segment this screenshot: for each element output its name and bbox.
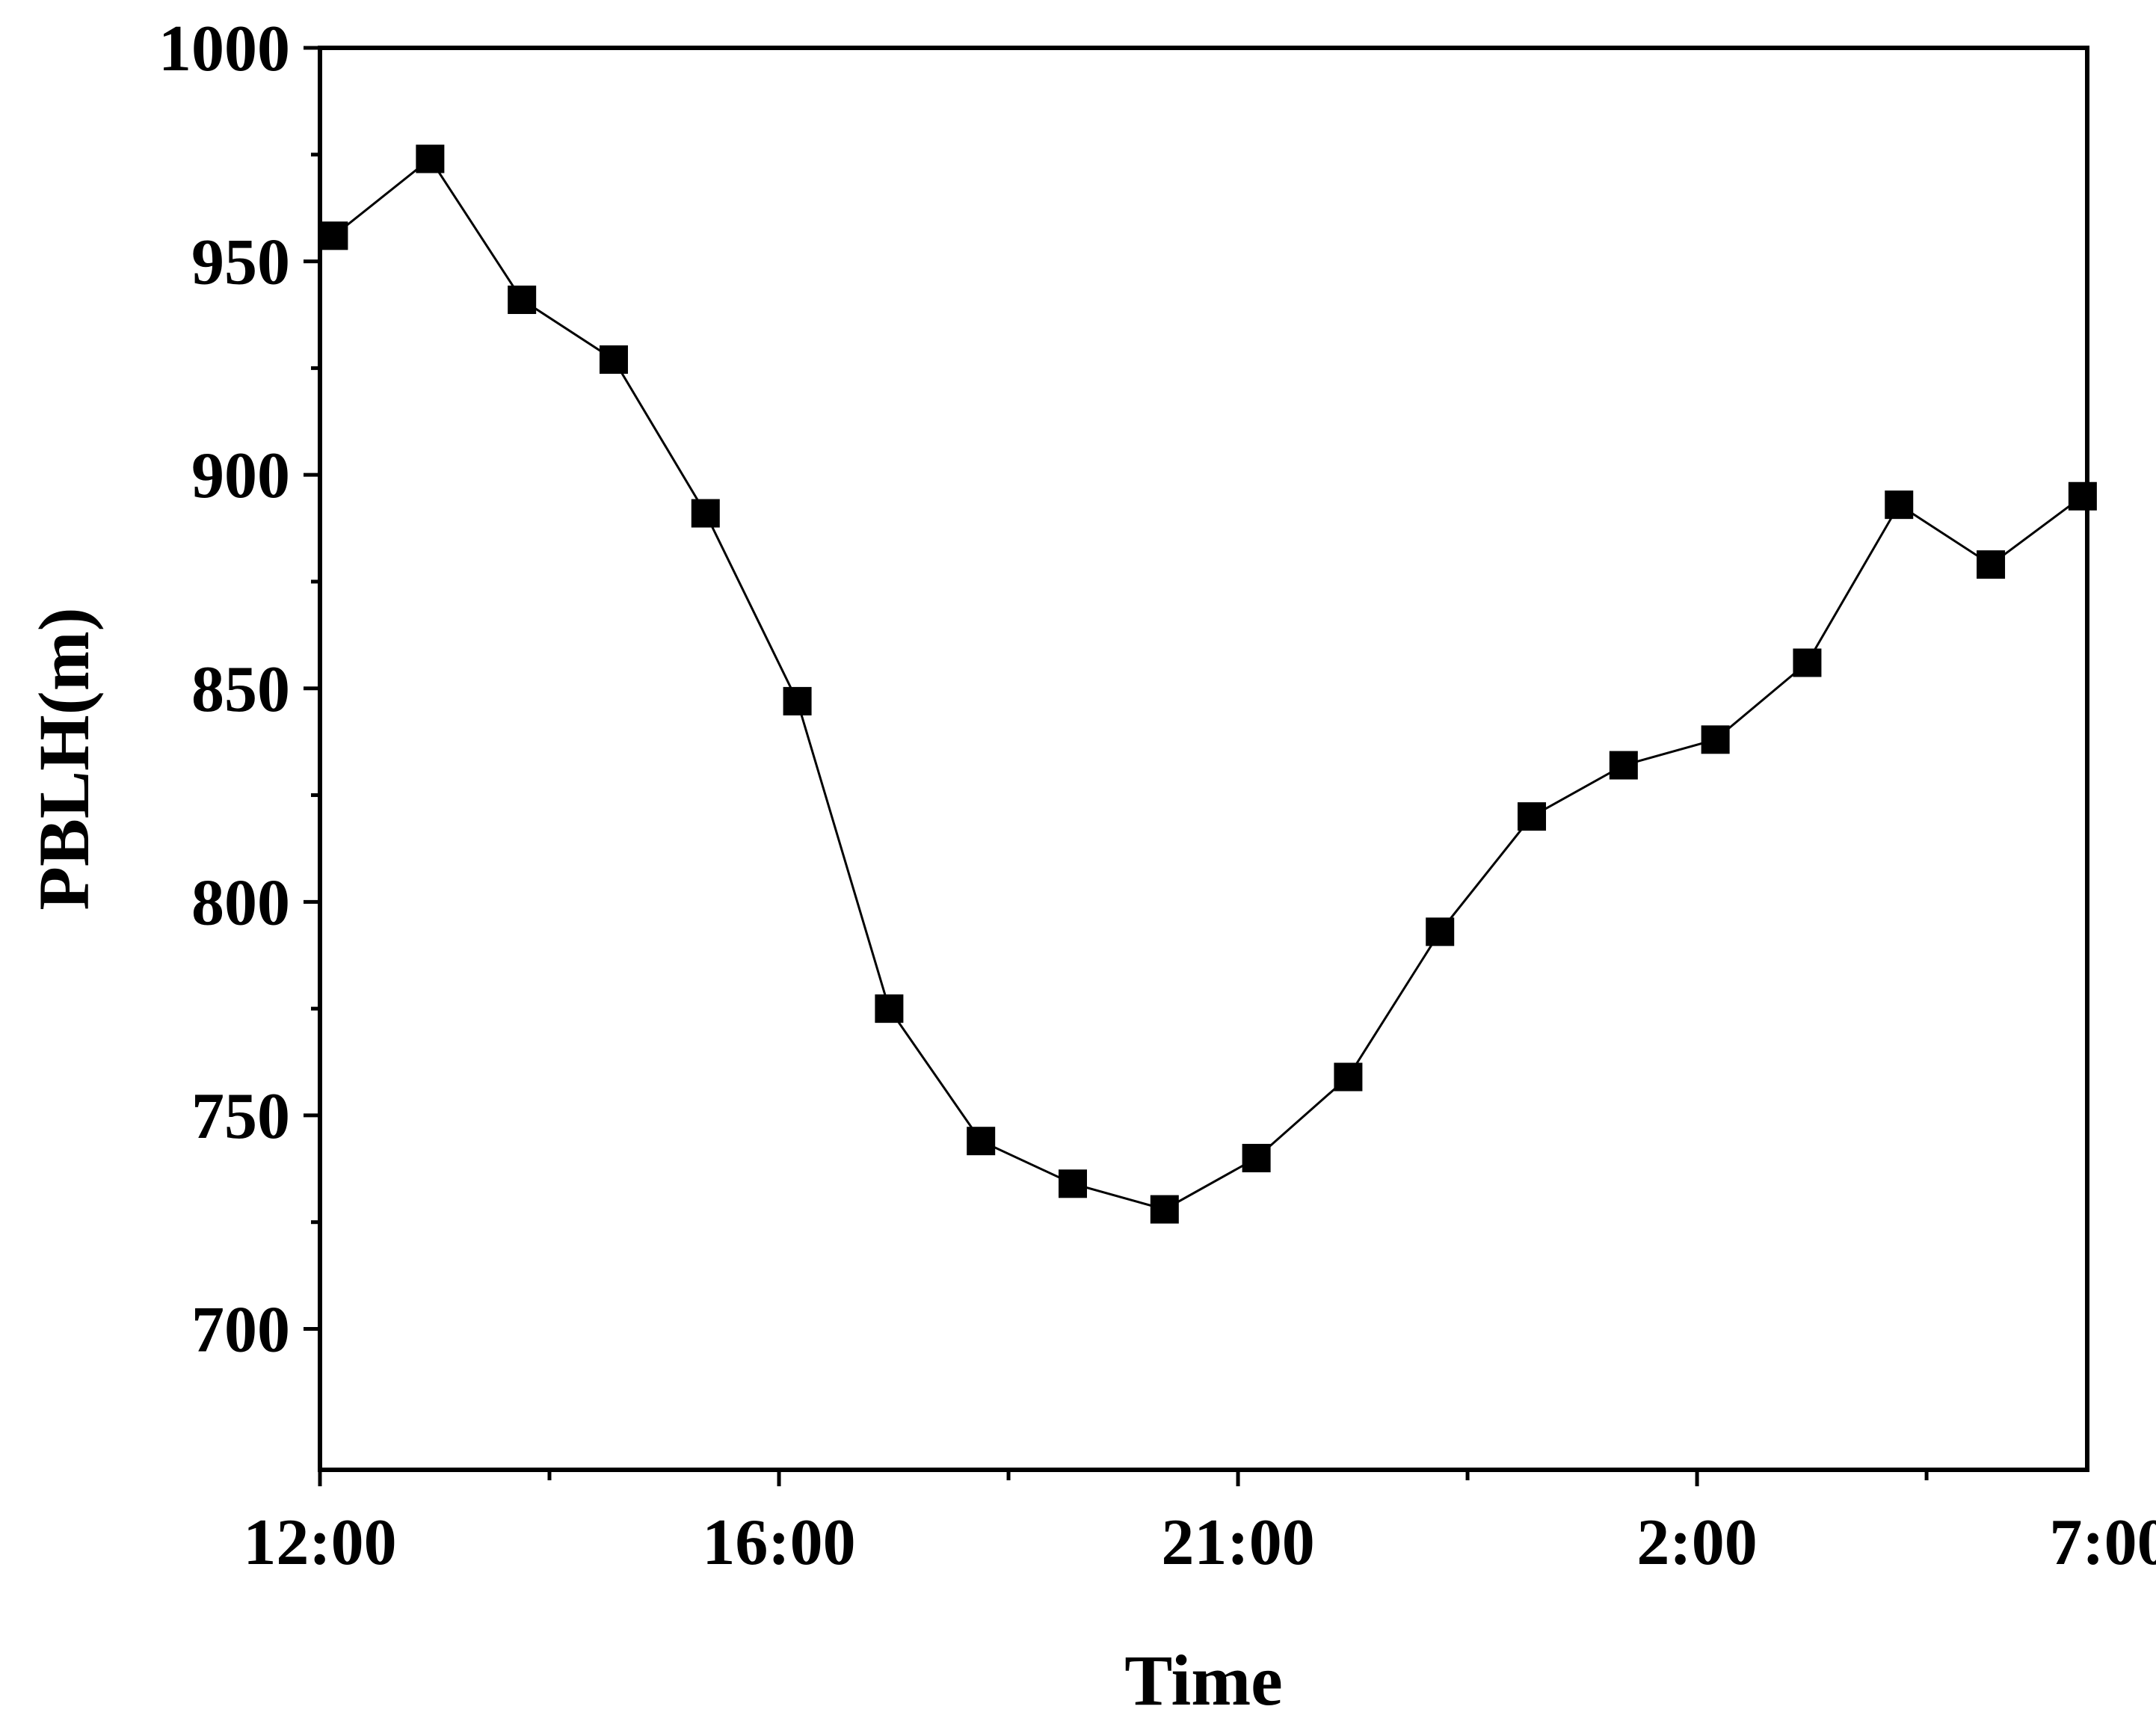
data-point-marker — [1701, 725, 1730, 754]
x-tick-label: 21:00 — [1161, 1506, 1314, 1579]
data-point-marker — [1518, 802, 1547, 831]
data-point-marker — [1426, 917, 1455, 946]
series-markers — [319, 144, 2097, 1224]
data-point-marker — [1242, 1144, 1271, 1173]
x-tick-label: 2:00 — [1636, 1506, 1757, 1579]
y-tick-label: 700 — [191, 1294, 290, 1367]
axis-ticks — [304, 46, 1929, 1486]
data-point-marker — [508, 285, 537, 314]
data-point-marker — [691, 499, 720, 528]
data-point-marker — [1150, 1195, 1179, 1224]
y-tick-label: 950 — [191, 227, 290, 299]
data-point-marker — [1885, 490, 1914, 520]
data-point-marker — [319, 221, 348, 250]
data-point-marker — [416, 144, 445, 173]
y-tick-label: 750 — [191, 1080, 290, 1153]
x-tick-label: 7:00 — [2049, 1506, 2156, 1579]
data-point-marker — [1059, 1169, 1088, 1198]
data-point-marker — [1977, 550, 2006, 579]
y-axis-title: PBLH(m) — [24, 607, 104, 910]
data-point-marker — [967, 1127, 996, 1156]
x-axis-title: Time — [1124, 1640, 1283, 1720]
plot-frame — [318, 46, 2089, 1472]
x-tick-label: 16:00 — [702, 1506, 855, 1579]
data-point-marker — [783, 686, 812, 715]
data-point-marker — [875, 994, 904, 1023]
data-point-marker — [599, 345, 628, 374]
series-line-layer — [333, 157, 2083, 1211]
y-tick-label: 850 — [191, 653, 290, 726]
y-tick-label: 900 — [191, 440, 290, 512]
tick-labels: 700 750 800 850 900 950 1000 12:00 16:00 21:00 2:0… — [158, 13, 2156, 1579]
y-tick-label: 800 — [191, 866, 290, 939]
data-point-marker — [1334, 1062, 1363, 1092]
data-point-marker — [1793, 648, 1822, 677]
data-point-marker — [1609, 751, 1638, 780]
y-tick-label: 1000 — [158, 13, 290, 85]
series-line — [333, 157, 2083, 1211]
data-point-marker — [2068, 481, 2097, 511]
x-tick-label: 12:00 — [243, 1506, 396, 1579]
